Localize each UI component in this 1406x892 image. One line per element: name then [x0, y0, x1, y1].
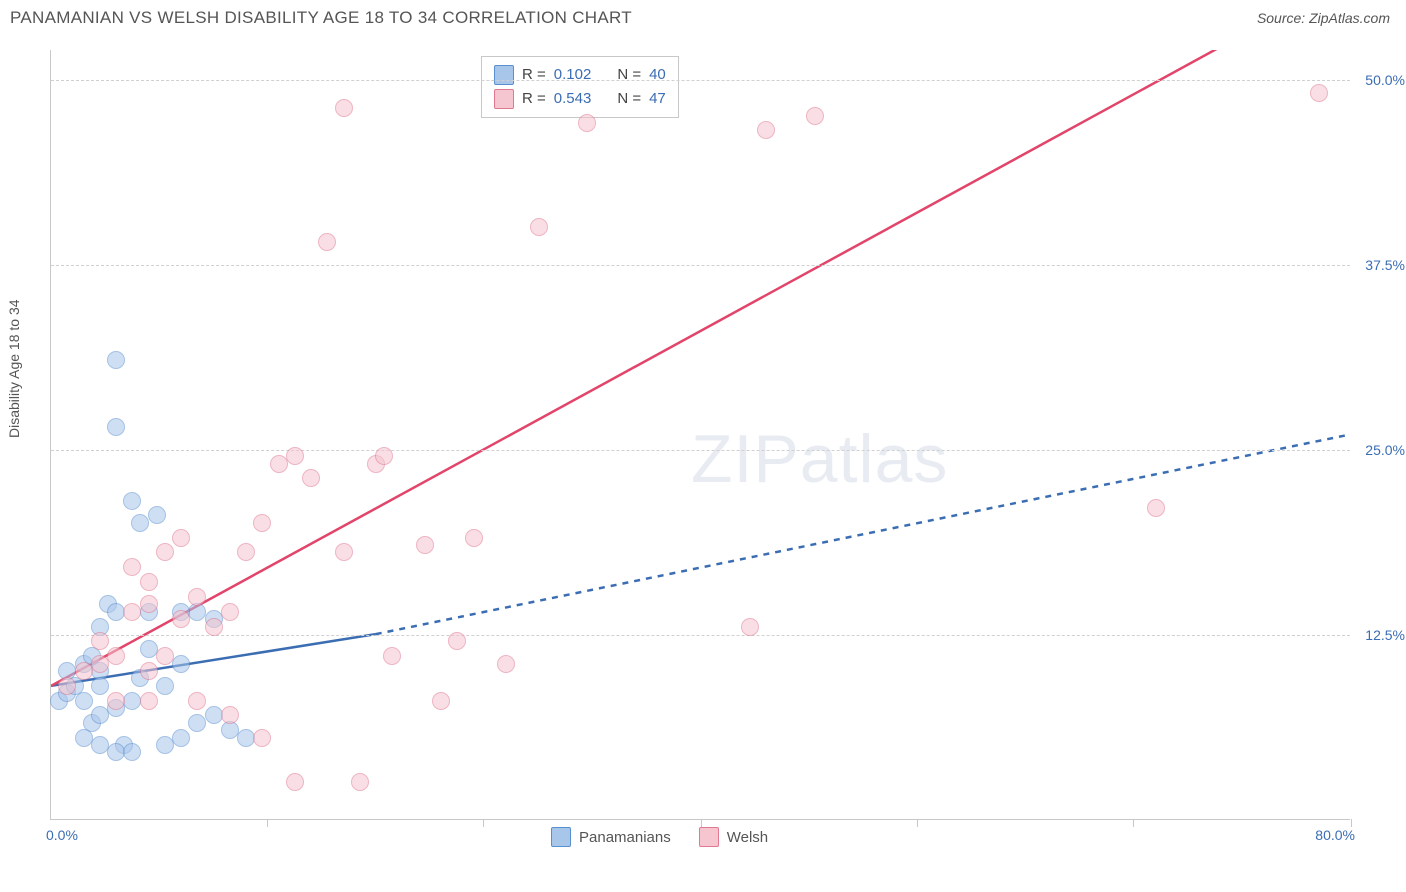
- data-point: [156, 543, 174, 561]
- data-point: [123, 743, 141, 761]
- data-point: [156, 736, 174, 754]
- x-axis-max-label: 80.0%: [1315, 827, 1355, 843]
- data-point: [221, 603, 239, 621]
- trend-lines-layer: [51, 50, 1350, 819]
- y-tick-label: 25.0%: [1355, 442, 1405, 458]
- data-point: [286, 447, 304, 465]
- data-point: [107, 351, 125, 369]
- legend-swatch-icon: [494, 89, 514, 109]
- data-point: [383, 647, 401, 665]
- legend-series-item: Panamanians: [551, 827, 671, 847]
- data-point: [318, 233, 336, 251]
- data-point: [1310, 84, 1328, 102]
- legend-swatch-icon: [699, 827, 719, 847]
- data-point: [156, 647, 174, 665]
- data-point: [172, 729, 190, 747]
- legend-series-item: Welsh: [699, 827, 768, 847]
- y-tick-label: 50.0%: [1355, 72, 1405, 88]
- data-point: [205, 618, 223, 636]
- chart-plot-area: ZIPatlas R =0.102N =40R =0.543N =47 Pana…: [50, 50, 1350, 820]
- data-point: [448, 632, 466, 650]
- data-point: [221, 706, 239, 724]
- data-point: [375, 447, 393, 465]
- data-point: [91, 655, 109, 673]
- data-point: [91, 706, 109, 724]
- source-attribution: Source: ZipAtlas.com: [1257, 10, 1390, 26]
- x-axis-min-label: 0.0%: [46, 827, 78, 843]
- x-tick: [1133, 819, 1134, 827]
- data-point: [131, 514, 149, 532]
- data-point: [741, 618, 759, 636]
- data-point: [156, 677, 174, 695]
- data-point: [58, 677, 76, 695]
- data-point: [172, 655, 190, 673]
- data-point: [140, 692, 158, 710]
- data-point: [107, 418, 125, 436]
- watermark: ZIPatlas: [691, 420, 948, 498]
- legend-correlation-row: R =0.543N =47: [494, 87, 666, 111]
- legend-correlation-row: R =0.102N =40: [494, 63, 666, 87]
- data-point: [91, 632, 109, 650]
- y-tick-label: 12.5%: [1355, 627, 1405, 643]
- legend-swatch-icon: [551, 827, 571, 847]
- data-point: [140, 573, 158, 591]
- data-point: [335, 99, 353, 117]
- data-point: [140, 595, 158, 613]
- data-point: [91, 677, 109, 695]
- data-point: [253, 729, 271, 747]
- header-bar: PANAMANIAN VS WELSH DISABILITY AGE 18 TO…: [0, 0, 1406, 36]
- data-point: [286, 773, 304, 791]
- gridline: [51, 450, 1350, 451]
- x-tick: [701, 819, 702, 827]
- correlation-legend: R =0.102N =40R =0.543N =47: [481, 56, 679, 118]
- data-point: [416, 536, 434, 554]
- data-point: [1147, 499, 1165, 517]
- data-point: [578, 114, 596, 132]
- data-point: [123, 558, 141, 576]
- data-point: [75, 662, 93, 680]
- x-tick: [1351, 819, 1352, 827]
- legend-swatch-icon: [494, 65, 514, 85]
- data-point: [148, 506, 166, 524]
- data-point: [351, 773, 369, 791]
- data-point: [302, 469, 320, 487]
- data-point: [172, 529, 190, 547]
- gridline: [51, 265, 1350, 266]
- data-point: [123, 492, 141, 510]
- gridline: [51, 635, 1350, 636]
- y-axis-label: Disability Age 18 to 34: [6, 299, 22, 438]
- data-point: [432, 692, 450, 710]
- data-point: [107, 692, 125, 710]
- gridline: [51, 80, 1350, 81]
- data-point: [465, 529, 483, 547]
- series-legend: Panamanians Welsh: [551, 827, 768, 847]
- chart-title: PANAMANIAN VS WELSH DISABILITY AGE 18 TO…: [10, 8, 632, 28]
- data-point: [530, 218, 548, 236]
- data-point: [188, 692, 206, 710]
- y-tick-label: 37.5%: [1355, 257, 1405, 273]
- data-point: [237, 543, 255, 561]
- data-point: [188, 714, 206, 732]
- data-point: [757, 121, 775, 139]
- data-point: [335, 543, 353, 561]
- data-point: [270, 455, 288, 473]
- data-point: [806, 107, 824, 125]
- x-tick: [917, 819, 918, 827]
- data-point: [75, 692, 93, 710]
- data-point: [107, 647, 125, 665]
- data-point: [188, 588, 206, 606]
- x-tick: [267, 819, 268, 827]
- data-point: [172, 610, 190, 628]
- x-tick: [483, 819, 484, 827]
- data-point: [123, 603, 141, 621]
- data-point: [140, 662, 158, 680]
- data-point: [253, 514, 271, 532]
- data-point: [497, 655, 515, 673]
